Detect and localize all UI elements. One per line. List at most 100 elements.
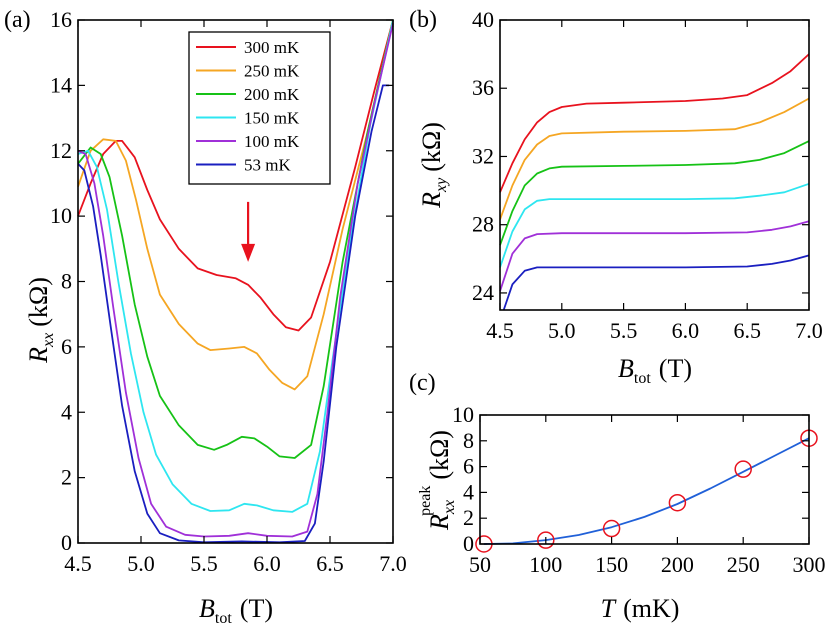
- panel-b-xtick-label: 5.0: [548, 318, 576, 343]
- arrow-head: [241, 243, 256, 262]
- panel-b-ylabel: Rxy (kΩ): [417, 122, 450, 209]
- panel-c-marker: [734, 460, 752, 478]
- panel-b-xtick-label: 4.5: [486, 318, 514, 343]
- panel-c-fit-line: [483, 437, 810, 545]
- panel-b-series: [499, 53, 810, 311]
- panel-a-ticks: 4.5 5.0 5.5 6.0 6.5 7.0 0 2 4 6 8 10 12 14 16: [50, 7, 407, 576]
- panel-b-series-100-mk: [499, 220, 810, 292]
- panel-b-ylabel-sub: xy: [433, 177, 450, 193]
- panel-b-ytick-label: 28: [472, 212, 494, 237]
- panel-a-series-150-mk: [77, 19, 394, 513]
- panel-a-xlabel-main: B: [199, 594, 215, 623]
- panel-b-label: (b): [409, 7, 437, 33]
- panel-a-ylabel-unit: (kΩ): [24, 277, 53, 327]
- panel-a-xtick-label: 5.0: [127, 551, 155, 576]
- panel-a-ytick-label: 10: [50, 203, 72, 228]
- panel-b-xtick-label: 5.5: [610, 318, 638, 343]
- panel-a-ylabel-main: R: [24, 347, 53, 364]
- panel-a-xtick-label: 5.5: [190, 551, 218, 576]
- panel-c-xtick-label: 100: [529, 552, 562, 577]
- panel-b-xlabel-unit: (T): [659, 354, 692, 383]
- panel-a-xlabel-sub: tot: [215, 610, 232, 627]
- panel-a-ytick-label: 12: [50, 138, 72, 163]
- panel-c-marker: [668, 493, 687, 512]
- panel-c-marker: [537, 531, 555, 549]
- legend-label-100-mk: 100 mK: [244, 132, 300, 151]
- legend-label-150-mk: 150 mK: [244, 109, 300, 128]
- panel-b-ticks: 4.5 5.0 5.5 6.0 6.5 7.0 24 28 32 36 40: [472, 7, 823, 343]
- legend-box: [188, 31, 331, 185]
- panel-b-xtick-label: 6.0: [672, 318, 700, 343]
- panel-a-xtick-label: 6.5: [316, 551, 344, 576]
- panel-c-ytick-label: 8: [463, 428, 474, 453]
- panel-a-series-300-mk: [77, 19, 394, 332]
- panel-a-ytick-label: 16: [50, 7, 72, 32]
- panel-a-xlabel-unit: (T): [240, 594, 273, 623]
- panel-c-ylabel-sup: peak: [417, 486, 434, 516]
- panel-a-ytick-label: 0: [61, 530, 72, 555]
- panel-a-series-250-mk: [77, 19, 394, 391]
- panel-a-ytick-label: 14: [50, 72, 72, 97]
- panel-b: (b) 4.5 5.0 5.5 6.0 6.5 7.0 24 28 32 36 40 Rxy (kΩ)…: [409, 7, 823, 387]
- panel-b-xlabel-main: B: [618, 354, 634, 383]
- panel-c-frame: [479, 414, 810, 545]
- panel-b-series-250-mk: [499, 97, 810, 220]
- panel-a-ytick-label: 6: [61, 334, 72, 359]
- panel-c-ytick-label: 2: [463, 505, 474, 530]
- panel-a-ylabel-sub: xx: [40, 333, 57, 348]
- panel-b-ylabel-unit: (kΩ): [417, 122, 446, 172]
- panel-c-series: [475, 429, 818, 553]
- panel-b-series-150-mk: [499, 182, 810, 268]
- panel-c-xlabel: T (mK): [601, 594, 680, 623]
- panel-c-xlabel-unit: (mK): [623, 594, 679, 623]
- panel-c-ytick-label: 10: [452, 402, 474, 427]
- panel-a-xlabel: Btot (T): [199, 594, 273, 627]
- panel-c-ylabel-unit: (kΩ): [425, 430, 454, 480]
- panel-a-ytick-label: 8: [61, 269, 72, 294]
- panel-c-ytick-label: 6: [463, 454, 474, 479]
- panel-b-series-53-mk: [502, 254, 810, 311]
- panel-c-ylabel-sub: xx: [441, 500, 458, 515]
- panel-c-ylabel: Rxxpeak (kΩ): [417, 430, 458, 531]
- panel-a: (a) 4.5 5.0 5.5 6.0 6.5 7.0 0 2 4 6 8 10 12 14 16 300 …: [4, 7, 407, 627]
- panel-a-series-100-mk: [77, 23, 394, 538]
- panel-b-xtick-label: 7.0: [795, 318, 823, 343]
- panel-b-series-300-mk: [499, 53, 810, 193]
- panel-a-xtick-label: 7.0: [379, 551, 407, 576]
- panel-a-ylabel: Rxx (kΩ): [24, 277, 57, 364]
- panel-a-label: (a): [4, 7, 31, 33]
- panel-b-ytick-label: 24: [472, 280, 494, 305]
- panel-a-legend: 300 mK 250 mK 200 mK 150 mK 100 mK 53 mK: [188, 31, 331, 185]
- panel-b-ytick-label: 32: [472, 143, 494, 168]
- peak-arrow: [241, 201, 256, 262]
- panel-b-xlabel: Btot (T): [618, 354, 692, 387]
- panel-b-ytick-label: 40: [472, 7, 494, 32]
- panel-c-marker: [602, 519, 621, 538]
- panel-b-ytick-label: 36: [472, 75, 494, 100]
- panel-a-xtick-label: 6.0: [253, 551, 281, 576]
- panel-c-xlabel-main: T: [601, 594, 617, 623]
- panel-b-ylabel-main: R: [417, 192, 446, 209]
- legend-label-250-mk: 250 mK: [244, 62, 300, 81]
- legend-items: 300 mK 250 mK 200 mK 150 mK 100 mK 53 mK: [196, 38, 300, 175]
- panel-b-xtick-label: 6.5: [733, 318, 761, 343]
- legend-label-300-mk: 300 mK: [244, 38, 300, 57]
- panel-c-ytick-label: 0: [463, 531, 474, 556]
- panel-b-series-200-mk: [499, 140, 810, 246]
- panel-c-ylabel-main: R: [425, 514, 454, 531]
- panel-c-label: (c): [409, 370, 436, 396]
- legend-label-53-mk: 53 mK: [244, 156, 291, 175]
- panel-c-xtick-label: 150: [595, 552, 628, 577]
- panel-c-ytick-label: 4: [463, 479, 474, 504]
- panel-b-xlabel-sub: tot: [634, 370, 651, 387]
- panel-c-xtick-label: 50: [469, 552, 491, 577]
- panel-b-frame: [499, 19, 810, 311]
- panel-a-ytick-label: 2: [61, 465, 72, 490]
- panel-c-xtick-label: 300: [793, 552, 826, 577]
- panel-a-xtick-label: 4.5: [64, 551, 92, 576]
- panel-c-xtick-label: 250: [727, 552, 760, 577]
- panel-a-series-200-mk: [77, 19, 394, 459]
